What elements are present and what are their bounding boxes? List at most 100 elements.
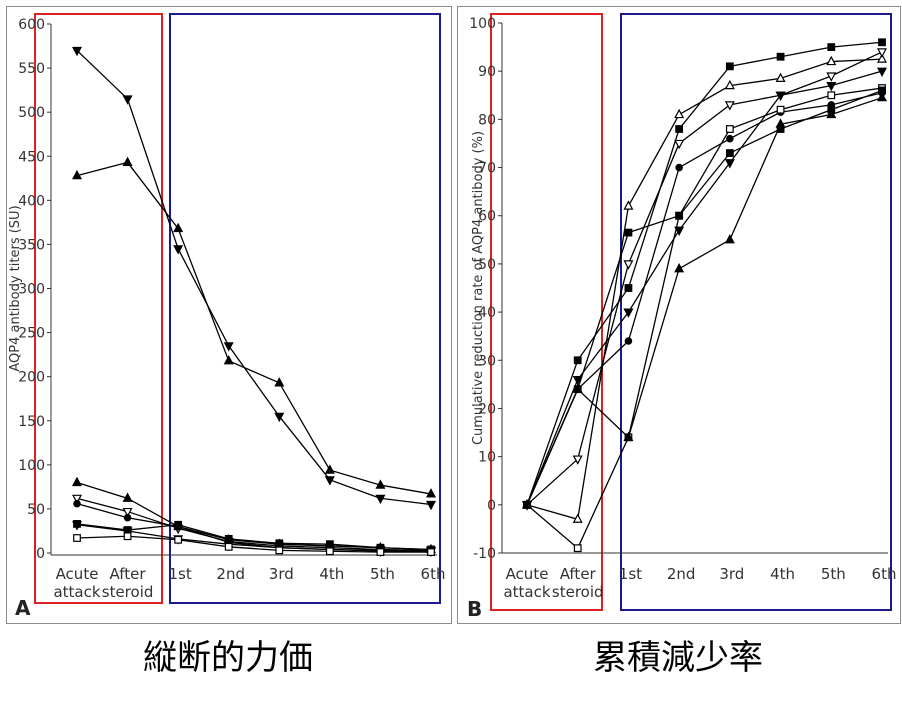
data-point: [878, 38, 886, 47]
y-axis-label: AQP4 antibody titers (SU): [8, 205, 23, 371]
data-point: [675, 125, 684, 133]
data-point: [775, 118, 786, 128]
data-point: [274, 412, 285, 423]
x-tick-label: 2nd: [667, 565, 696, 583]
data-point: [572, 513, 583, 523]
y-tick-label: 0: [487, 498, 496, 514]
y-axis-label: Cumulative reduction rate of AQP4 antibo…: [471, 131, 486, 445]
y-tick-label: 300: [18, 282, 45, 298]
data-point: [427, 548, 435, 557]
data-point: [674, 139, 685, 150]
y-tick-label: 50: [478, 257, 496, 273]
chart-panel-b: -10 0 10 20 30 40 50 60 70 80 90 100 Cumulative redu…: [457, 6, 901, 624]
series-0: [72, 46, 436, 511]
data-point: [724, 234, 735, 244]
reduction-rate-line-chart: -10 0 10 20 30 40 50 60 70 80 90 100 Cumulative redu…: [467, 13, 897, 621]
series-1: [72, 156, 436, 498]
data-point: [724, 79, 735, 90]
data-point: [827, 91, 836, 100]
x-tick-label: 5th: [370, 565, 395, 583]
data-point: [725, 62, 734, 71]
series-4: [523, 89, 886, 509]
data-point: [123, 513, 132, 522]
x-tick-label: attack: [503, 583, 550, 601]
x-tick-label: 1st: [619, 565, 642, 583]
y-tick-label: 50: [27, 502, 45, 518]
data-point: [624, 284, 633, 292]
data-point: [674, 262, 685, 273]
data-point: [174, 535, 183, 544]
series-line: [526, 70, 883, 506]
data-point: [73, 534, 81, 542]
series-6: [523, 86, 886, 509]
highlight-box-0: [490, 13, 603, 611]
y-tick-label: 100: [18, 458, 45, 474]
x-tick-label: 6th: [872, 565, 897, 583]
data-point: [573, 356, 582, 365]
data-point: [123, 532, 132, 541]
highlight-box-0: [34, 13, 163, 604]
data-point: [877, 53, 887, 63]
series-line: [526, 51, 883, 506]
x-tick-label: 6th: [421, 565, 446, 583]
data-point: [623, 431, 634, 441]
y-tick-label: 150: [18, 414, 45, 430]
x-tick-label: Acute: [56, 565, 99, 583]
data-point: [826, 55, 837, 66]
data-point: [376, 548, 385, 557]
highlight-box-1: [620, 13, 892, 611]
series-7: [522, 91, 887, 509]
series-5: [523, 84, 886, 553]
data-point: [173, 245, 184, 255]
caption-cumulative-reduction: 累積減少率: [593, 638, 763, 678]
series-line: [76, 497, 432, 552]
data-point: [775, 91, 786, 102]
x-tick-label: Acute: [506, 565, 549, 583]
data-point: [826, 108, 837, 119]
y-tick-label: 250: [18, 326, 45, 342]
panel-label: B: [467, 597, 482, 621]
data-point: [122, 527, 133, 537]
data-point: [624, 337, 633, 345]
data-point: [876, 67, 888, 77]
series-7: [73, 532, 435, 557]
y-tick-label: 90: [478, 64, 496, 80]
chart-panel-a: 0 50 100 150 200 250 300 350 400 450 500 550 600 AQP4…: [6, 6, 452, 624]
data-point: [674, 108, 685, 119]
data-point: [675, 163, 683, 172]
series-line: [526, 92, 883, 506]
data-point: [275, 546, 284, 555]
y-tick-label: 350: [18, 237, 45, 253]
data-point: [725, 125, 734, 133]
series-line: [76, 49, 432, 506]
x-tick-label: steroid: [552, 583, 604, 601]
data-point: [826, 82, 837, 92]
x-tick-label: attack: [53, 583, 100, 601]
data-point: [223, 342, 234, 352]
data-point: [426, 488, 436, 498]
y-tick-label: 0: [36, 546, 45, 562]
data-point: [375, 479, 386, 489]
x-tick-label: 1st: [169, 565, 192, 583]
data-point: [572, 383, 583, 393]
series-line: [526, 89, 883, 506]
data-point: [776, 52, 785, 61]
y-tick-label: 70: [478, 161, 496, 177]
data-point: [623, 260, 634, 270]
data-point: [426, 500, 436, 511]
data-point: [827, 43, 836, 51]
x-tick-label: 4th: [319, 565, 344, 583]
data-point: [72, 494, 82, 505]
y-tick-label: 30: [478, 353, 496, 369]
series-line: [526, 58, 883, 521]
data-point: [573, 544, 582, 553]
highlight-box-1: [169, 13, 441, 604]
series-line: [76, 523, 432, 551]
data-point: [724, 101, 735, 111]
series-line: [526, 41, 883, 506]
y-tick-label: 80: [478, 112, 496, 128]
data-point: [877, 91, 887, 102]
y-tick-label: 20: [478, 401, 496, 417]
data-point: [776, 105, 785, 114]
data-point: [724, 159, 735, 169]
